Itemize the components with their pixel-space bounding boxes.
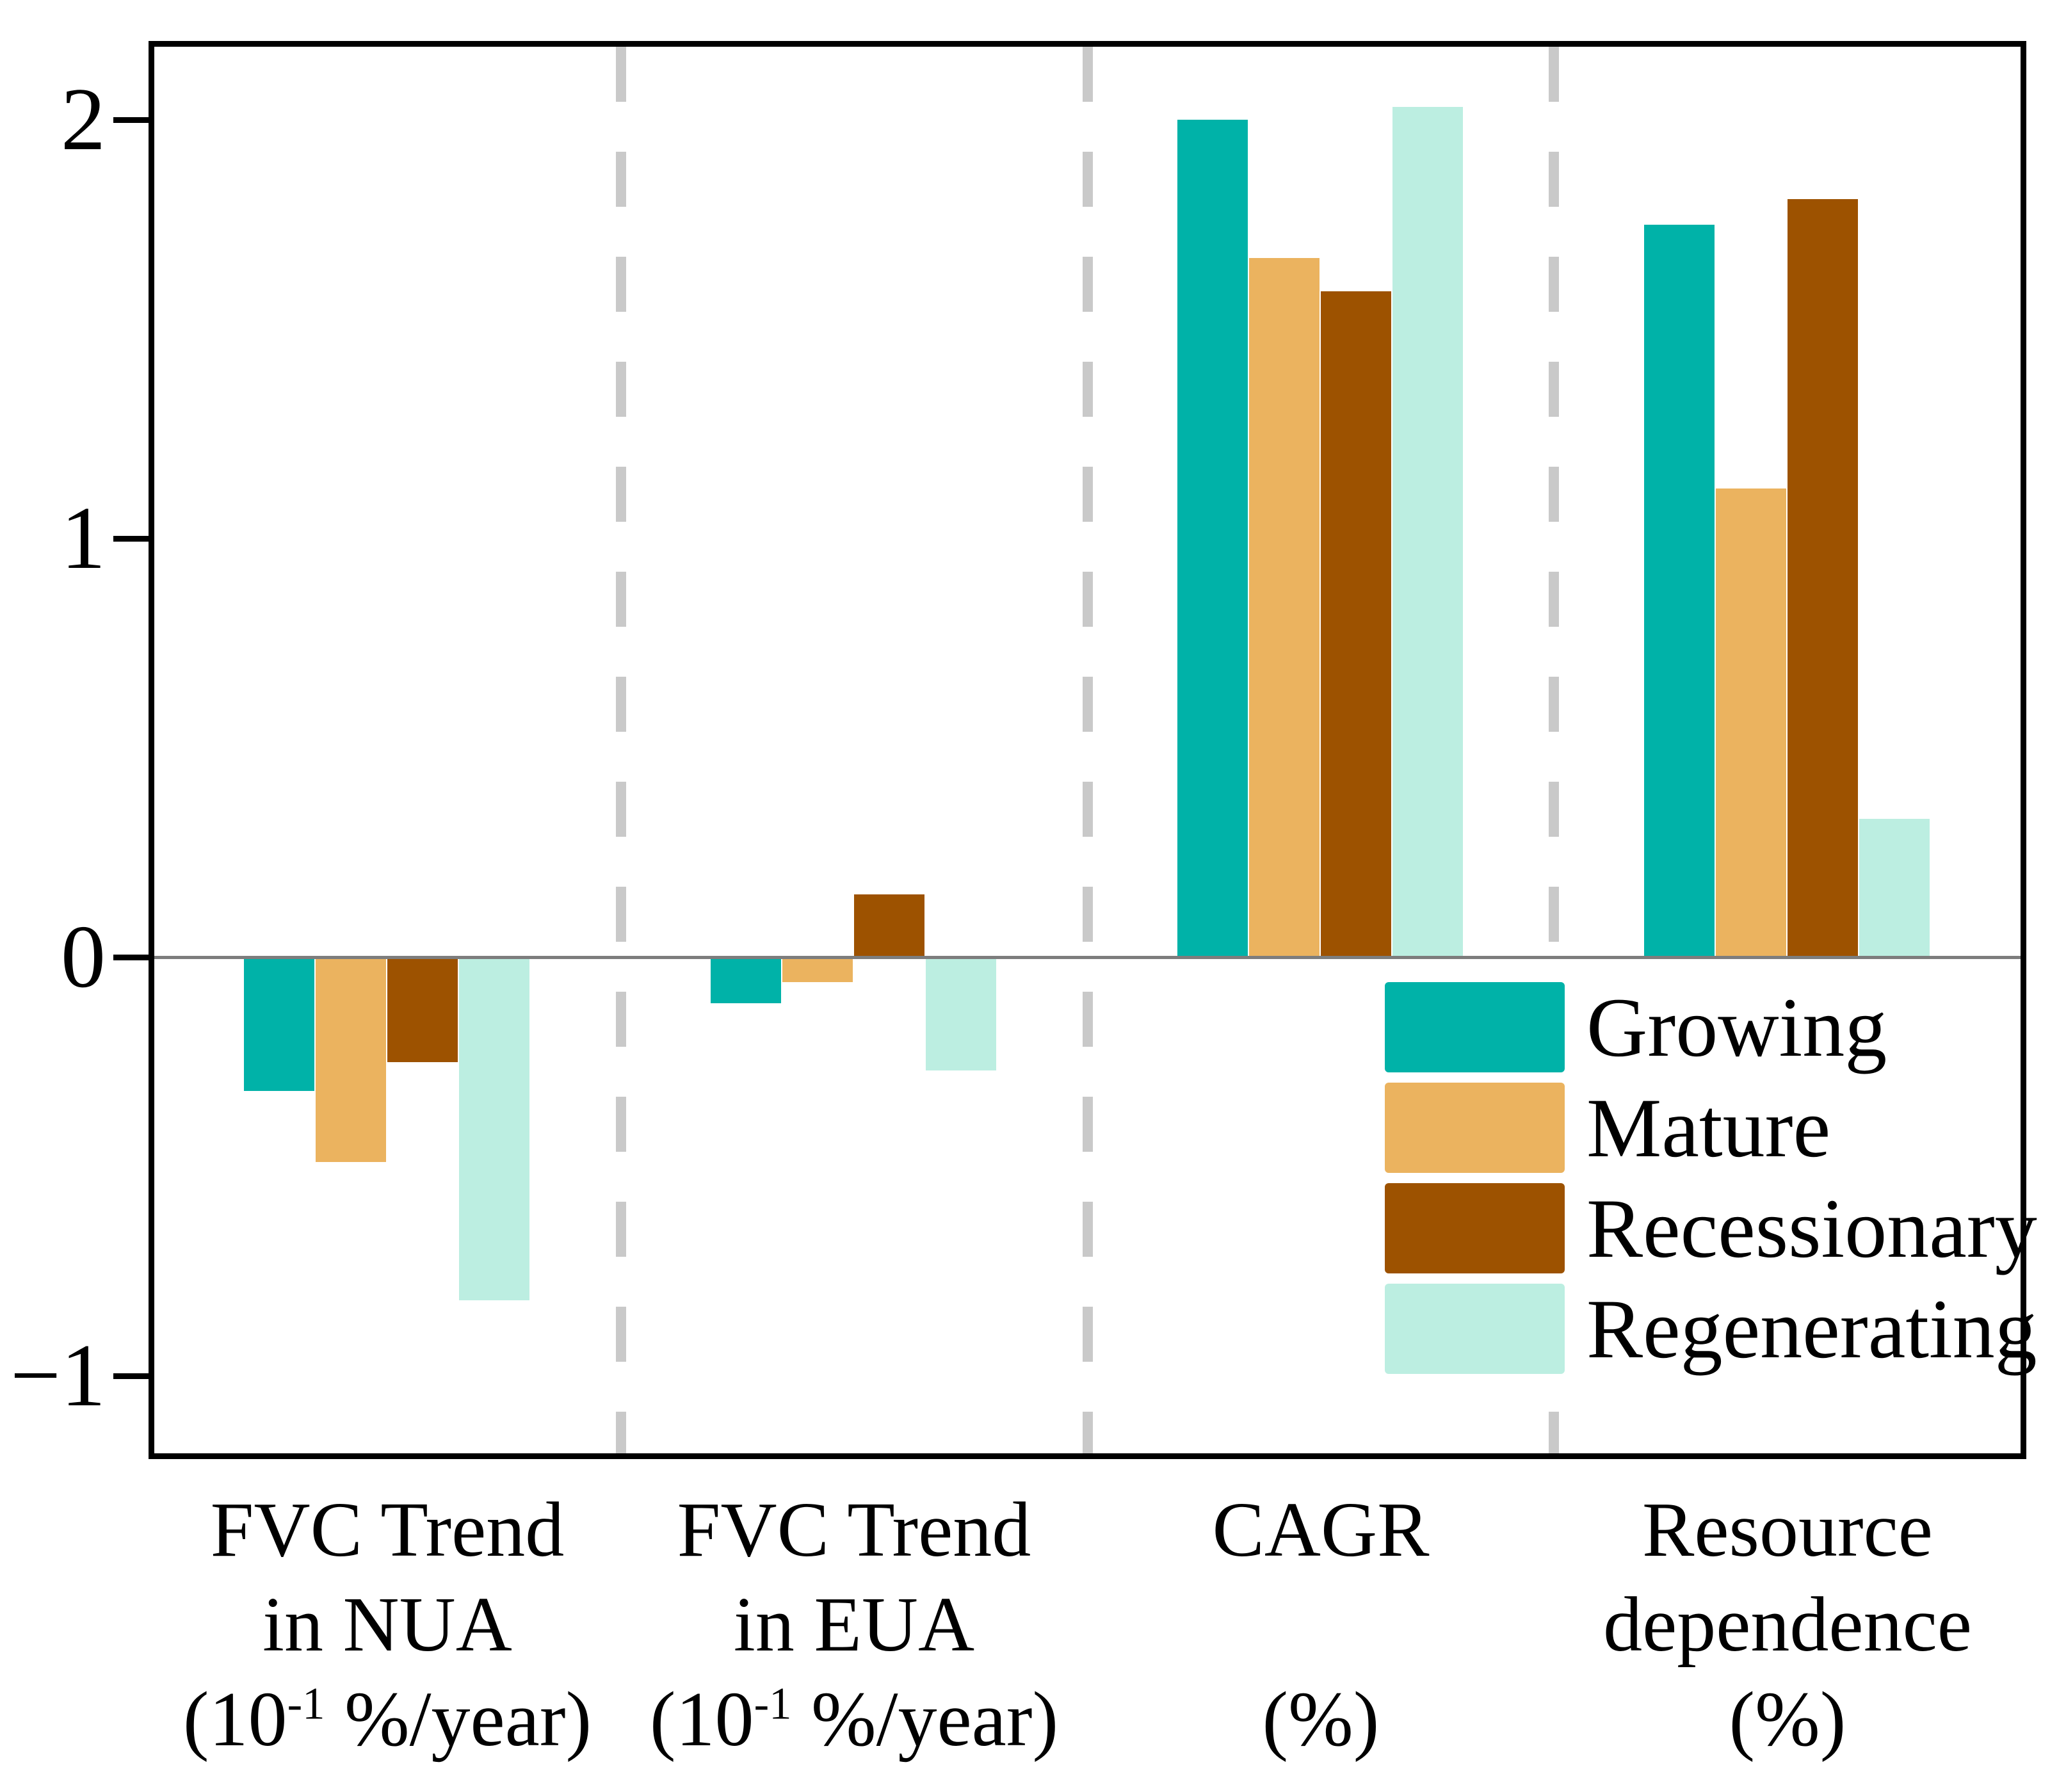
- legend-label: Growing: [1586, 980, 1887, 1074]
- x-label-unit-pre: (10: [649, 1676, 754, 1763]
- y-tick-mark: [113, 117, 149, 123]
- x-label-line2: dependence: [1603, 1581, 1972, 1668]
- legend-swatch-regenerating: [1385, 1284, 1565, 1374]
- x-axis-label-3: CAGR (%): [949, 1483, 1692, 1767]
- x-label-line1: FVC Trend: [677, 1487, 1031, 1573]
- x-label-unit-pre: (10: [182, 1676, 287, 1763]
- x-label-line1: FVC Trend: [210, 1487, 565, 1573]
- bar-regenerating-4: [1859, 819, 1930, 957]
- bar-recessionary-1: [387, 957, 458, 1062]
- x-label-unit: (10-1 %/year): [483, 1672, 1225, 1767]
- x-label-unit-post: (%): [1262, 1676, 1380, 1763]
- legend-item-growing: Growing: [1385, 982, 2037, 1072]
- bar-recessionary-3: [1321, 291, 1391, 957]
- y-tick-mark: [113, 1373, 149, 1379]
- bar-regenerating-1: [459, 957, 529, 1300]
- x-label-line1: Resource: [1642, 1487, 1933, 1573]
- bar-mature-4: [1716, 488, 1786, 957]
- x-label-line2: in NUA: [262, 1581, 512, 1668]
- legend-swatch-recessionary: [1385, 1183, 1565, 1273]
- plot-area: Growing Mature Recessionary Regenerating: [149, 41, 2037, 1459]
- group-divider: [615, 47, 626, 1453]
- x-label-line2: in EUA: [733, 1581, 975, 1668]
- legend: Growing Mature Recessionary Regenerating: [1385, 982, 2037, 1384]
- legend-label: Regenerating: [1586, 1282, 2037, 1376]
- x-axis-label-2: FVC Trend in EUA (10-1 %/year): [483, 1483, 1225, 1767]
- x-label-unit: (10-1 %/year): [16, 1672, 759, 1767]
- y-tick-label: 2: [61, 70, 106, 169]
- bar-mature-1: [316, 957, 386, 1162]
- x-label-line1: CAGR: [1212, 1487, 1430, 1573]
- legend-item-mature: Mature: [1385, 1083, 2037, 1173]
- bar-growing-4: [1644, 225, 1715, 958]
- x-label-unit-superscript: -1: [754, 1679, 792, 1729]
- bar-growing-2: [711, 957, 781, 1003]
- legend-label: Mature: [1586, 1081, 1831, 1175]
- y-tick-label: 0: [61, 907, 106, 1006]
- group-divider: [1082, 47, 1093, 1453]
- bar-recessionary-4: [1788, 199, 1858, 957]
- x-axis-label-1: FVC Trend in NUA (10-1 %/year): [16, 1483, 759, 1767]
- bar-mature-3: [1249, 258, 1320, 957]
- bar-regenerating-2: [926, 957, 996, 1070]
- zero-line: [154, 956, 2021, 959]
- y-tick-label: 1: [61, 488, 106, 588]
- bar-mature-2: [782, 957, 853, 982]
- legend-item-regenerating: Regenerating: [1385, 1284, 2037, 1374]
- x-label-unit-superscript: -1: [287, 1679, 325, 1729]
- y-tick-mark: [113, 536, 149, 542]
- y-tick-mark: [113, 955, 149, 960]
- y-tick-label: −1: [10, 1326, 106, 1425]
- legend-swatch-mature: [1385, 1083, 1565, 1173]
- legend-item-recessionary: Recessionary: [1385, 1183, 2037, 1273]
- x-label-unit-post: %/year): [791, 1676, 1059, 1763]
- legend-swatch-growing: [1385, 982, 1565, 1072]
- x-axis-label-4: Resource dependence (%): [1416, 1483, 2050, 1767]
- x-label-unit: (%): [1416, 1672, 2050, 1767]
- plot-inner: Growing Mature Recessionary Regenerating: [154, 47, 2037, 1453]
- legend-label: Recessionary: [1586, 1181, 2037, 1275]
- bar-growing-1: [244, 957, 314, 1091]
- x-label-unit-post: (%): [1729, 1676, 1846, 1763]
- x-label-unit-post: %/year): [325, 1676, 592, 1763]
- bar-growing-3: [1177, 120, 1248, 957]
- x-label-unit: (%): [949, 1672, 1692, 1767]
- bar-recessionary-2: [854, 894, 924, 957]
- bar-regenerating-3: [1392, 107, 1463, 957]
